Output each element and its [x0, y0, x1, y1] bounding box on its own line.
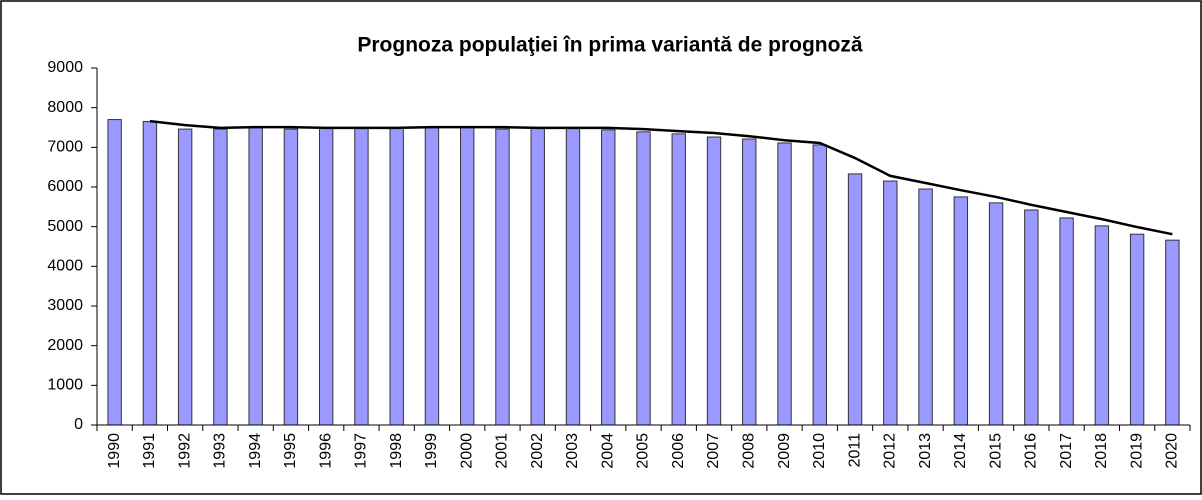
bar — [1129, 233, 1145, 426]
x-tick-label: 2001 — [494, 433, 511, 469]
y-tick-label: 7000 — [47, 139, 83, 156]
bar — [460, 126, 475, 426]
x-tick-label: 1997 — [353, 433, 370, 469]
x-tick-label: 1999 — [423, 433, 440, 469]
line — [149, 119, 1173, 236]
x-tick-label: 1993 — [212, 433, 229, 469]
x-tick-label: 2012 — [882, 433, 899, 469]
x-tick-label: 2000 — [458, 433, 475, 469]
y-tick-label: 1000 — [47, 377, 83, 394]
bar — [1165, 239, 1180, 426]
y-tick-label: 6000 — [47, 178, 83, 195]
bar — [777, 142, 792, 426]
x-tick-label: 1996 — [317, 433, 334, 469]
bar — [318, 127, 334, 426]
bar — [1024, 209, 1039, 426]
x-tick-label: 2016 — [1023, 433, 1040, 469]
x-tick-label: 2014 — [952, 433, 969, 469]
y-tick-label: 3000 — [47, 297, 83, 314]
bar — [565, 127, 581, 426]
bar — [213, 128, 228, 426]
y-tick-label: 9000 — [47, 59, 83, 76]
x-tick-label: 2002 — [529, 433, 546, 469]
bar — [601, 129, 616, 426]
bar — [1059, 217, 1074, 426]
x-tick-label: 1998 — [388, 433, 405, 469]
x-tick-label: 2017 — [1058, 433, 1075, 469]
x-tick-label: 2015 — [987, 433, 1004, 469]
bar — [354, 127, 369, 426]
x-tick-label: 2019 — [1128, 433, 1145, 469]
chart-title: Prognoza populaţiei în prima variantă de… — [357, 34, 863, 57]
bar — [283, 128, 299, 426]
x-tick-label: 2004 — [599, 433, 616, 469]
x-tick-label: 2009 — [776, 433, 793, 469]
x-tick-label: 1995 — [282, 433, 299, 469]
bar — [636, 131, 651, 426]
bar — [177, 128, 193, 426]
bar — [107, 119, 122, 426]
x-tick-label: 2018 — [1093, 433, 1110, 469]
bar — [988, 202, 1004, 426]
x-tick-label: 2020 — [1164, 433, 1181, 469]
y-tick-label: 2000 — [47, 337, 83, 354]
x-tick-label: 2011 — [846, 433, 863, 468]
bar — [530, 127, 545, 426]
x-tick-label: 2003 — [564, 433, 581, 469]
bar — [1094, 225, 1110, 426]
y-tick-label: 0 — [74, 416, 83, 433]
bar — [812, 144, 827, 426]
bar — [671, 133, 686, 426]
x-tick-label: 2010 — [811, 433, 828, 469]
x-tick-label: 2005 — [635, 433, 652, 469]
bar — [953, 196, 969, 426]
bar — [883, 180, 898, 426]
x-tick-label: 2006 — [670, 433, 687, 469]
y-tick-label: 8000 — [47, 99, 83, 116]
x-tick-label: 2007 — [705, 433, 722, 469]
x-tick-label: 2008 — [740, 433, 757, 469]
y-tick-label: 4000 — [47, 258, 83, 275]
x-tick-label: 1992 — [176, 433, 193, 469]
x-tick-label: 1994 — [247, 433, 264, 469]
bar — [389, 127, 404, 426]
y-tick-label: 5000 — [47, 218, 83, 235]
bar — [142, 121, 158, 426]
bar — [742, 138, 757, 426]
bar — [706, 136, 722, 426]
x-tick-label: 2013 — [917, 433, 934, 469]
bar — [495, 128, 510, 426]
bar — [847, 173, 863, 426]
bar — [248, 126, 263, 426]
x-tick-label: 1991 — [141, 433, 158, 469]
bar — [918, 188, 933, 426]
x-tick-label: 1990 — [106, 433, 123, 469]
bar — [424, 126, 440, 426]
